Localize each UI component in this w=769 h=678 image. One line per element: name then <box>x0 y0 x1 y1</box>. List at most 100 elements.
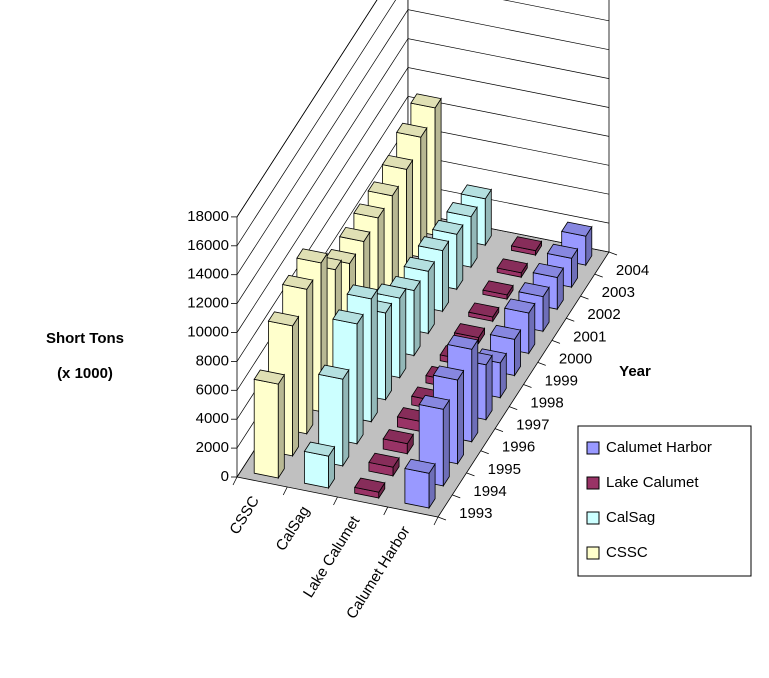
bar-top-face <box>368 452 400 468</box>
y-tick-label: 14000 <box>187 266 229 283</box>
year-label-2000: 2000 <box>559 350 592 367</box>
bar-top-face <box>282 274 314 290</box>
y-tick-label: 16000 <box>187 237 229 254</box>
bar-side-face <box>277 373 285 480</box>
bar-side-face <box>442 398 450 488</box>
gridline <box>236 38 610 304</box>
bar-front-face <box>303 450 330 489</box>
x-tick-mark <box>232 476 238 486</box>
year-tick-mark <box>466 472 475 477</box>
y-axis-title-line2: (x 1000) <box>57 365 113 382</box>
bar-top-face <box>432 365 465 381</box>
bar-top-face <box>353 203 385 219</box>
year-label-1997: 1997 <box>516 417 549 434</box>
bar-calsag-1994 <box>318 364 350 468</box>
bar-top-face <box>332 309 364 325</box>
bar-side-face <box>457 369 465 466</box>
legend-item-calsag: CalSag <box>586 509 655 526</box>
year-axis-labels: 1993 1994 1995 1996 1997 1998 1999 2000 2001 2002… <box>459 262 649 522</box>
bar-lake-calumet-1995 <box>382 429 414 456</box>
bar-top-face <box>396 122 428 138</box>
year-tick-mark <box>580 295 589 300</box>
bar-cssc-1993 <box>253 369 285 480</box>
year-tick-mark <box>437 516 447 521</box>
x-tick-mark <box>333 496 338 506</box>
bar-side-face <box>292 315 300 458</box>
year-label-2002: 2002 <box>587 306 620 323</box>
gridline <box>236 96 610 362</box>
bar-lake-calumet-1993 <box>354 477 386 500</box>
x-tick-mark <box>282 486 288 496</box>
bar-top-face <box>460 184 492 200</box>
bar-top-face <box>504 298 536 314</box>
legend-label: Lake Calumet <box>606 474 699 491</box>
category-label-cssc: CSSC <box>226 493 263 537</box>
bar-top-face <box>410 93 442 109</box>
bar-top-face <box>318 364 350 380</box>
legend-swatch <box>586 476 600 490</box>
y-tick-label: 18000 <box>187 208 229 225</box>
bar-top-face <box>253 369 285 385</box>
year-label-1993: 1993 <box>459 505 492 522</box>
bar-side-face <box>485 354 493 422</box>
year-tick-mark <box>494 428 504 433</box>
year-tick-mark <box>452 494 461 499</box>
bar-side-face <box>306 278 314 436</box>
bar-side-face <box>413 279 421 357</box>
bar-lake-calumet-2002 <box>482 280 514 301</box>
bar-top-face <box>546 243 579 259</box>
legend-item-calumet-harbor: Calumet Harbor <box>586 439 712 456</box>
bar-lake-calumet-2004 <box>510 236 543 257</box>
x-tick-mark <box>433 516 439 526</box>
bar-side-face <box>370 288 378 424</box>
legend-label: CalSag <box>606 509 655 526</box>
legend-box <box>577 425 752 577</box>
bar-side-face <box>471 338 479 444</box>
bar-top-face <box>354 477 386 493</box>
bar-top-face <box>296 248 328 264</box>
bar-top-face <box>346 284 378 300</box>
bar-top-face <box>489 324 522 340</box>
y-tick-label: 6000 <box>196 381 229 398</box>
bar-top-face <box>339 226 371 242</box>
bar-top-face <box>510 236 543 252</box>
bar-side-face <box>456 223 464 291</box>
bar-top-face <box>561 221 593 237</box>
bar-top-face <box>417 236 450 252</box>
year-tick-mark <box>594 273 603 278</box>
gridline <box>236 67 610 333</box>
year-tick-mark <box>523 384 532 388</box>
bar-top-face <box>518 282 550 298</box>
bar-side-face <box>356 313 364 446</box>
legend-label: CSSC <box>606 544 648 561</box>
bar-side-face <box>399 287 407 379</box>
year-label-1995: 1995 <box>488 461 521 478</box>
year-tick-mark <box>551 339 561 344</box>
bar-top-face <box>432 219 464 235</box>
year-tick-mark <box>480 450 489 455</box>
gridline <box>236 0 378 218</box>
legend: Calumet Harbor Lake Calumet CalSag CSSC <box>577 425 752 577</box>
bar-calumet-harbor-1993 <box>404 458 436 510</box>
year-label-1994: 1994 <box>473 483 506 500</box>
bar-side-face <box>385 302 393 402</box>
legend-swatch <box>586 441 600 455</box>
year-label-1998: 1998 <box>530 395 563 412</box>
bar-side-face <box>342 368 350 468</box>
chart-bars <box>253 93 593 510</box>
bar-side-face <box>434 97 442 237</box>
year-label-2001: 2001 <box>573 328 606 345</box>
bar-top-face <box>482 280 514 296</box>
bar-top-face <box>447 334 479 350</box>
bar-top-face <box>375 283 407 299</box>
legend-label: Calumet Harbor <box>606 439 712 456</box>
year-tick-mark <box>537 362 546 366</box>
y-tick-label: 12000 <box>187 295 229 312</box>
bar-calumet-harbor-1994 <box>418 394 450 488</box>
year-tick-mark <box>566 317 575 322</box>
bar-calsag-1993 <box>303 441 336 490</box>
bar-top-face <box>382 429 414 445</box>
bar-lake-calumet-2001 <box>468 302 500 323</box>
